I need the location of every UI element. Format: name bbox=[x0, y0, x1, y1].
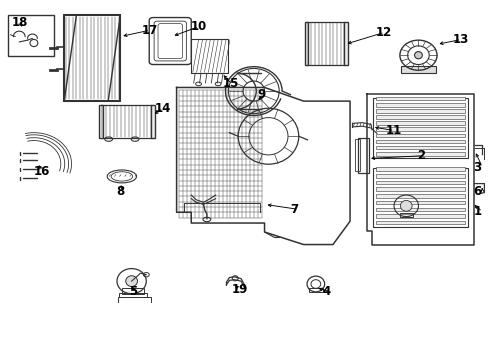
Text: 13: 13 bbox=[453, 33, 469, 46]
Bar bbox=[373, 168, 468, 227]
Bar bbox=[376, 188, 465, 191]
Text: 8: 8 bbox=[116, 185, 124, 198]
Text: 14: 14 bbox=[155, 102, 171, 115]
Bar bbox=[306, 22, 345, 65]
Bar bbox=[376, 181, 465, 184]
Text: 17: 17 bbox=[142, 24, 158, 37]
Bar bbox=[376, 140, 465, 143]
Text: 12: 12 bbox=[376, 26, 392, 39]
Bar bbox=[376, 103, 465, 107]
Text: 3: 3 bbox=[474, 161, 482, 174]
Bar bbox=[376, 194, 465, 198]
Ellipse shape bbox=[126, 276, 138, 287]
Text: 7: 7 bbox=[290, 203, 298, 216]
Text: 5: 5 bbox=[129, 285, 137, 298]
Bar bbox=[376, 134, 465, 137]
Text: 11: 11 bbox=[386, 124, 402, 137]
Text: 19: 19 bbox=[231, 283, 247, 296]
Bar bbox=[376, 174, 465, 178]
Bar bbox=[355, 139, 360, 171]
Text: 2: 2 bbox=[417, 149, 425, 162]
Ellipse shape bbox=[415, 51, 422, 59]
Ellipse shape bbox=[400, 201, 412, 211]
Bar bbox=[305, 22, 308, 65]
Bar bbox=[376, 97, 465, 100]
Text: 9: 9 bbox=[257, 88, 266, 101]
Bar bbox=[101, 105, 152, 138]
Bar bbox=[376, 146, 465, 149]
Bar bbox=[191, 39, 228, 73]
Bar bbox=[376, 127, 465, 131]
Bar bbox=[122, 288, 144, 294]
Bar bbox=[376, 221, 465, 225]
Bar bbox=[400, 213, 413, 217]
Bar bbox=[376, 207, 465, 211]
Bar bbox=[344, 22, 347, 65]
Bar bbox=[401, 66, 436, 73]
Bar bbox=[376, 201, 465, 204]
Bar bbox=[119, 293, 147, 297]
Text: 4: 4 bbox=[322, 285, 330, 298]
Bar bbox=[358, 138, 369, 173]
Bar bbox=[376, 121, 465, 125]
Text: 18: 18 bbox=[11, 17, 28, 30]
Text: 1: 1 bbox=[474, 205, 482, 218]
Bar bbox=[376, 115, 465, 119]
Bar bbox=[99, 105, 103, 138]
Bar bbox=[373, 98, 468, 158]
Text: 10: 10 bbox=[190, 20, 206, 33]
Bar bbox=[151, 105, 155, 138]
Bar bbox=[309, 288, 323, 292]
Bar bbox=[376, 152, 465, 156]
Text: 16: 16 bbox=[34, 165, 50, 177]
Bar bbox=[376, 109, 465, 113]
Text: 6: 6 bbox=[474, 185, 482, 198]
Text: 15: 15 bbox=[223, 77, 240, 90]
Bar bbox=[376, 214, 465, 218]
Bar bbox=[376, 167, 465, 171]
Bar bbox=[8, 15, 54, 56]
